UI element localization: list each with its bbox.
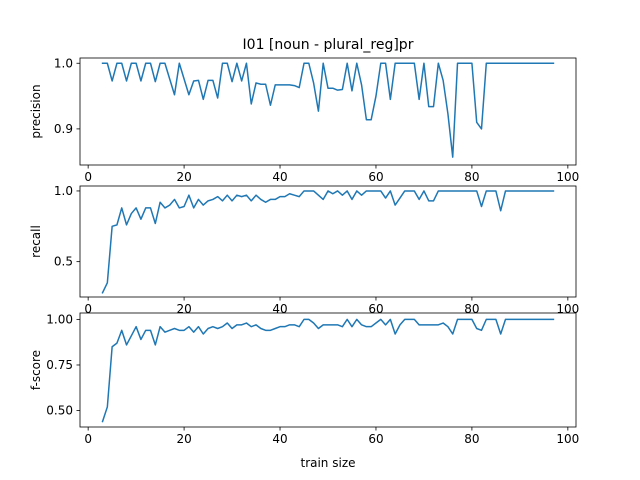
recall-subplot: 0 20 40 60 80 100 0.5 1.0 recall (29, 184, 579, 316)
recall-x-tick-label: 0 (84, 302, 92, 316)
f-score-series-line (101, 318, 555, 423)
f-score-x-tick-label: 80 (464, 432, 479, 446)
precision-y-axis-label: precision (29, 84, 43, 138)
f-score-x-tick-label: 0 (84, 432, 92, 446)
f-score-y-axis-label: f-score (29, 350, 43, 390)
f-score-axes-frame (79, 312, 577, 428)
precision-y-tick-label: 0.9 (54, 122, 73, 136)
precision-x-tick-label: 0 (84, 170, 92, 184)
precision-y-tick-label: 1.0 (54, 56, 73, 70)
x-axis-label: train size (300, 456, 355, 470)
recall-axes-frame (79, 185, 577, 298)
recall-x-tick-label: 60 (368, 302, 383, 316)
f-score-y-tick-label: 1.00 (46, 312, 73, 326)
chart-title: I01 [noun - plural_reg]pr (243, 37, 414, 53)
precision-x-tick-label: 60 (368, 170, 383, 184)
recall-x-tick-label: 100 (556, 302, 579, 316)
precision-axes-frame (79, 57, 577, 166)
precision-series-line (101, 62, 555, 158)
f-score-x-tick-label: 20 (176, 432, 191, 446)
recall-x-tick-label: 20 (176, 302, 191, 316)
recall-y-tick-label: 0.5 (54, 255, 73, 269)
f-score-x-tick-label: 100 (556, 432, 579, 446)
precision-x-tick-label: 40 (272, 170, 287, 184)
precision-x-tick-label: 80 (464, 170, 479, 184)
f-score-x-tick-label: 40 (272, 432, 287, 446)
precision-x-tick-label: 20 (176, 170, 191, 184)
f-score-subplot: 0 20 40 60 80 100 0.50 0.75 1.00 f-score (29, 312, 579, 446)
recall-x-tick-label: 80 (464, 302, 479, 316)
recall-y-axis-label: recall (29, 225, 43, 258)
f-score-y-tick-label: 0.75 (46, 358, 73, 372)
f-score-x-tick-label: 60 (368, 432, 383, 446)
recall-y-tick-label: 1.0 (54, 184, 73, 198)
recall-x-tick-label: 40 (272, 302, 287, 316)
precision-subplot: 0 20 40 60 80 100 0.9 1.0 precision (29, 56, 579, 184)
precision-x-tick-label: 100 (556, 170, 579, 184)
recall-series-line (101, 190, 555, 294)
f-score-y-tick-label: 0.50 (46, 404, 73, 418)
